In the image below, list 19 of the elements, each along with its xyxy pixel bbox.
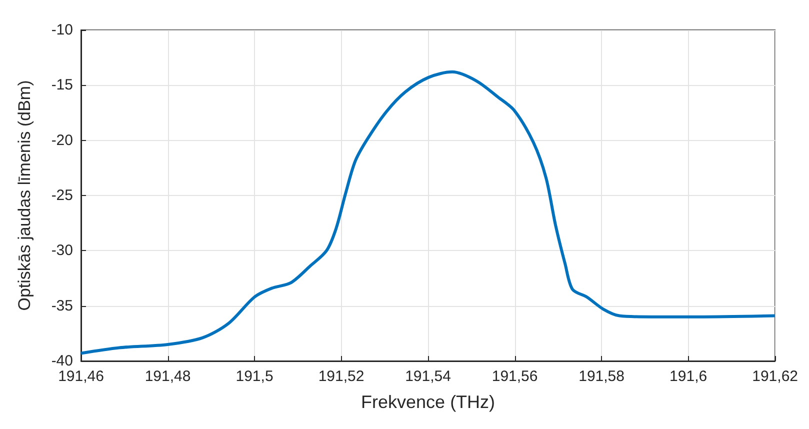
x-tick-label: 191,54 (405, 368, 451, 385)
y-tick-label: -30 (51, 242, 73, 260)
x-tick-label: 191,6 (670, 368, 708, 385)
y-tick-label: -15 (51, 76, 73, 94)
x-tick-label: 191,52 (318, 368, 364, 385)
x-tick-label: 191,58 (578, 368, 624, 385)
x-axis-title: Frekvence (THz) (361, 392, 496, 412)
line-series (80, 70, 777, 355)
x-tick-label: 191,48 (144, 368, 191, 385)
y-tick-label: -20 (51, 132, 73, 149)
x-tick-label: 191,56 (492, 368, 538, 385)
y-axis-title: Optiskās jaudas līmenis (dBm) (15, 80, 34, 311)
y-tick-label: -10 (51, 22, 73, 38)
y-tick-label: -25 (51, 187, 73, 204)
x-tick-label: 191,62 (752, 368, 798, 385)
y-tick-label: -40 (51, 352, 73, 370)
x-tick-label: 191,5 (236, 368, 274, 385)
y-tick-label: -35 (51, 297, 73, 314)
x-tick-label: 191,46 (58, 368, 104, 385)
